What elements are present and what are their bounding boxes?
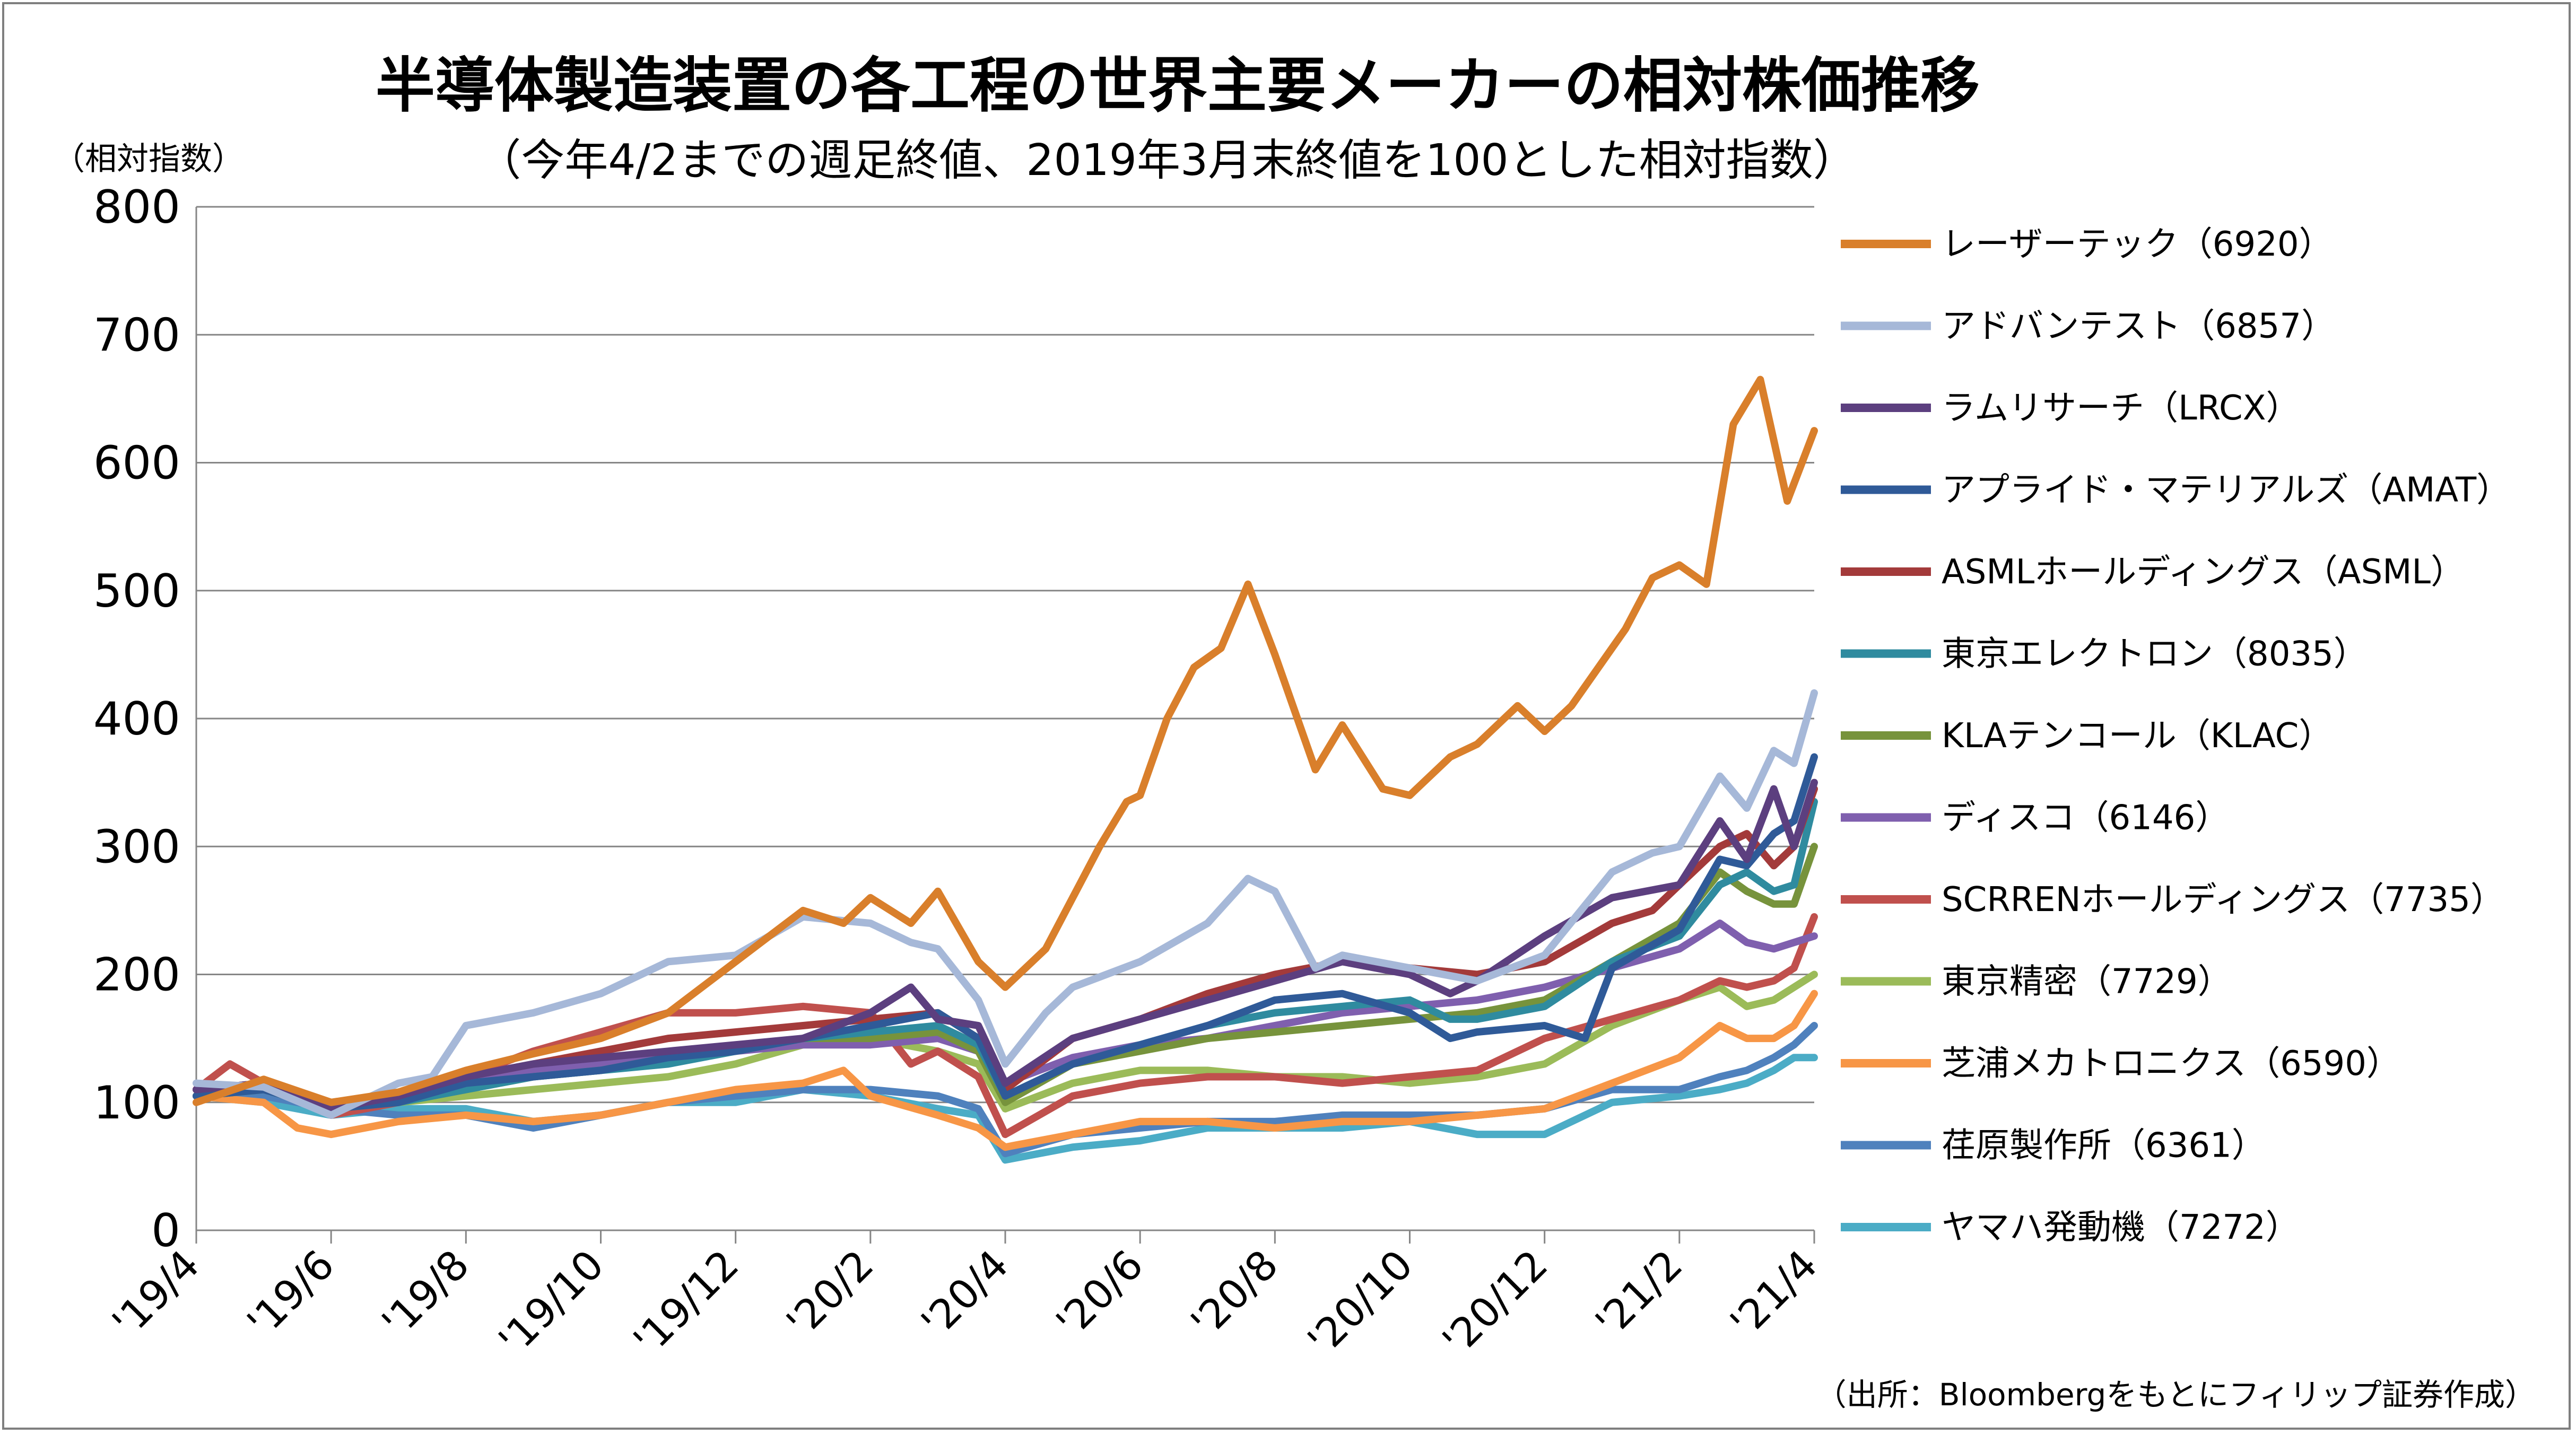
legend-entry: ラムリサーチ（LRCX） <box>1942 389 2300 428</box>
legend-entry: ASMLホールディングス（ASML） <box>1942 553 2465 592</box>
grid-lines <box>196 206 1814 1104</box>
x-tick-label: '19/10 <box>490 1241 613 1364</box>
y-tick-label: 200 <box>93 949 180 1002</box>
y-tick-label: 400 <box>93 693 180 746</box>
x-tick-label: '20/10 <box>1299 1241 1422 1364</box>
x-tick-label: '20/4 <box>912 1241 1017 1346</box>
x-tick-label: '20/2 <box>777 1241 882 1346</box>
x-tick-label: '21/2 <box>1586 1241 1691 1346</box>
source-note: （出所：Bloombergをもとにフィリップ証券作成） <box>1816 1377 2536 1413</box>
series-line <box>193 689 1818 1119</box>
legend-entry: ヤマハ発動機（7272） <box>1942 1208 2300 1247</box>
y-tick-label: 300 <box>93 820 180 873</box>
series-line <box>193 990 1818 1151</box>
y-tick-label: 100 <box>93 1077 180 1130</box>
legend-entry: ディスコ（6146） <box>1942 799 2229 838</box>
y-axis-ticks: 0 100 200 300 400 500 600 700 800 <box>93 181 180 1257</box>
legend-entry: SCRRENホールディングス（7735） <box>1942 880 2504 920</box>
x-tick-label: '19/8 <box>373 1241 478 1346</box>
legend-entry: レーザーテック（6920） <box>1942 225 2333 264</box>
y-tick-label: 500 <box>93 565 180 618</box>
legend-entry: アドバンテスト（6857） <box>1942 307 2335 346</box>
legend-entry: 東京精密（7729） <box>1942 962 2232 1002</box>
legend-entry: 芝浦メカトロニクス（6590） <box>1942 1044 2400 1083</box>
series-lines <box>193 375 1818 1164</box>
x-tick-label: '21/4 <box>1721 1241 1826 1346</box>
y-tick-label: 800 <box>93 181 180 234</box>
series-line <box>193 375 1818 1106</box>
x-axis-ticks: '19/4'19/6'19/8'19/10'19/12'20/2'20/4'20… <box>103 1230 1826 1364</box>
legend-entry: 東京エレクトロン（8035） <box>1942 635 2368 674</box>
legend-entry: アプライド・マテリアルズ（AMAT） <box>1942 471 2510 510</box>
legend-entry: KLAテンコール（KLAC） <box>1942 716 2333 756</box>
legend-entry: 荏原製作所（6361） <box>1942 1126 2266 1166</box>
chart-subtitle: （今年4/2までの週足終値、2019年3月末終値を100とした相対指数） <box>477 135 1856 186</box>
x-tick-label: '19/6 <box>238 1241 343 1346</box>
y-tick-label: 700 <box>93 309 180 362</box>
x-tick-label: '20/12 <box>1433 1241 1557 1364</box>
y-tick-label: 0 <box>151 1204 180 1257</box>
axes <box>195 207 1814 1231</box>
legend: レーザーテック（6920） アドバンテスト（6857） ラムリサーチ（LRCX） アプ… <box>1841 225 2510 1247</box>
y-tick-label: 600 <box>93 437 180 490</box>
x-tick-label: '19/12 <box>624 1241 748 1364</box>
series-line <box>193 778 1818 1113</box>
series-line <box>193 753 1818 1113</box>
series-line <box>193 920 1818 1106</box>
y-axis-unit-label: （相対指数） <box>53 141 244 178</box>
x-tick-label: '20/6 <box>1047 1241 1152 1346</box>
chart-title: 半導体製造装置の各工程の世界主要メーカーの相対株価推移 <box>376 51 1980 120</box>
x-tick-label: '20/8 <box>1182 1241 1287 1346</box>
